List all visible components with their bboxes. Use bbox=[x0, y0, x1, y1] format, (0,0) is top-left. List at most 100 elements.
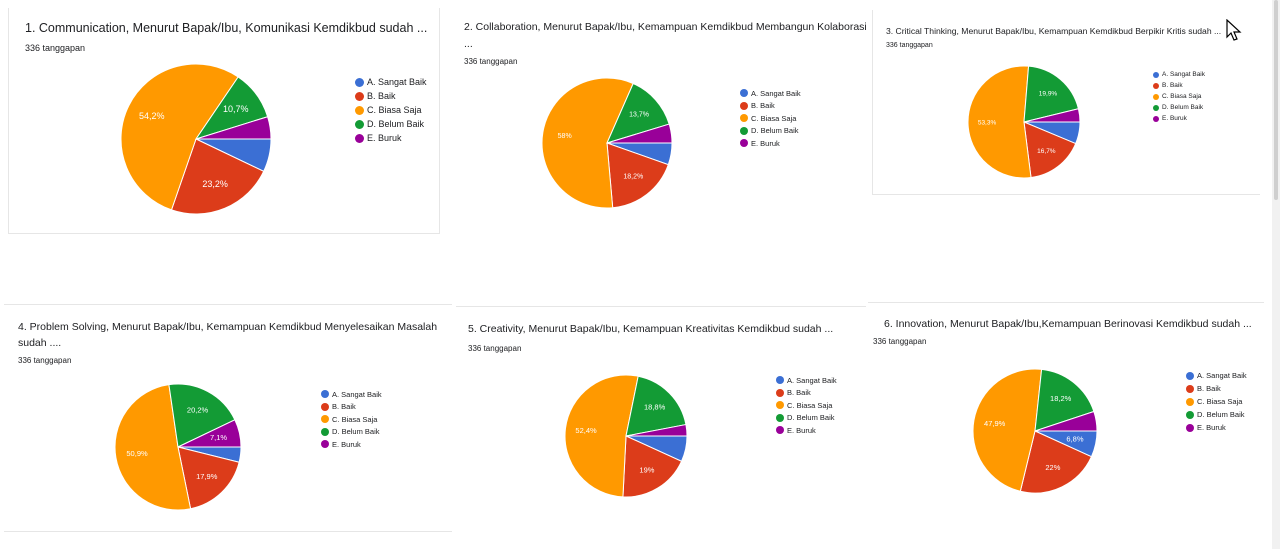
legend-item: A. Sangat Baik bbox=[355, 75, 427, 89]
legend-label: C. Biasa Saja bbox=[1162, 93, 1202, 100]
legend-label: D. Belum Baik bbox=[1197, 410, 1245, 419]
legend-item: C. Biasa Saja bbox=[1153, 91, 1205, 102]
slice-buruk bbox=[195, 116, 272, 140]
page-scrollbar[interactable] bbox=[1272, 0, 1280, 549]
chart-legend: A. Sangat Baik B. Baik C. Biasa Saja D. Bel… bbox=[776, 374, 837, 437]
legend-swatch-icon bbox=[1186, 410, 1194, 419]
legend-swatch-icon bbox=[776, 388, 784, 397]
chart-title: 2. Collaboration, Menurut Bapak/Ibu, Kem… bbox=[464, 21, 868, 33]
legend-item: D. Belum Baik bbox=[1186, 408, 1247, 421]
legend-label: D. Belum Baik bbox=[1162, 104, 1204, 111]
legend-item: A. Sangat Baik bbox=[1186, 369, 1247, 382]
slice-data-label: 23,2% bbox=[202, 179, 228, 189]
slice-data-label: 18,2% bbox=[1050, 394, 1072, 403]
legend-item: E. Buruk bbox=[776, 424, 837, 437]
slice-baik bbox=[1019, 430, 1093, 494]
pie-chart: 17,9% 50,9% 20,2% 7,1% bbox=[114, 383, 242, 511]
legend-swatch-icon bbox=[1186, 423, 1194, 432]
legend-label: C. Biasa Saja bbox=[367, 105, 422, 115]
response-count: 336 tanggapan bbox=[464, 57, 518, 66]
chart-card-creativity: 5. Creativity, Menurut Bapak/Ibu, Kemamp… bbox=[456, 306, 866, 536]
legend-label: E. Buruk bbox=[751, 138, 780, 148]
slice-buruk bbox=[625, 423, 688, 437]
slice-baik bbox=[606, 142, 669, 209]
legend-swatch-icon bbox=[740, 139, 748, 148]
legend-swatch-icon bbox=[1186, 397, 1194, 406]
response-count: 336 tanggapan bbox=[873, 337, 927, 346]
slice-data-label: 18,2% bbox=[623, 174, 643, 181]
response-count: 336 tanggapan bbox=[25, 43, 86, 53]
legend-label: E. Buruk bbox=[1162, 115, 1187, 122]
legend-label: A. Sangat Baik bbox=[1162, 71, 1205, 78]
legend-item: A. Sangat Baik bbox=[321, 388, 382, 401]
chart-card-critical-thinking: 3. Critical Thinking, Menurut Bapak/Ibu,… bbox=[872, 10, 1260, 195]
slice-data-label: 19,9% bbox=[1039, 91, 1058, 98]
response-count: 336 tanggapan bbox=[468, 344, 522, 353]
chart-title-continued: sudah .... bbox=[18, 337, 62, 349]
pie-chart: 18,2% 58% 13,7% bbox=[541, 77, 673, 209]
legend-label: A. Sangat Baik bbox=[367, 77, 427, 87]
slice-biasa-saja bbox=[967, 65, 1032, 179]
slice-belum-baik bbox=[1023, 65, 1080, 123]
chart-card-collaboration: 2. Collaboration, Menurut Bapak/Ibu, Kem… bbox=[452, 8, 868, 230]
legend-swatch-icon bbox=[355, 77, 364, 87]
scrollbar-thumb[interactable] bbox=[1274, 0, 1278, 200]
legend-item: C. Biasa Saja bbox=[776, 399, 837, 412]
slice-data-label: 50,9% bbox=[126, 449, 148, 458]
legend-swatch-icon bbox=[776, 426, 784, 435]
slice-biasa-saja bbox=[541, 77, 634, 209]
response-count: 336 tanggapan bbox=[18, 356, 72, 365]
slice-data-label: 20,2% bbox=[187, 405, 209, 414]
slice-data-label: 13,7% bbox=[629, 111, 649, 118]
legend-label: B. Baik bbox=[751, 101, 775, 111]
slice-data-label: 6,8% bbox=[1066, 435, 1083, 444]
chart-legend: A. Sangat Baik B. Baik C. Biasa Saja D. Bel… bbox=[1153, 69, 1205, 124]
slice-belum-baik bbox=[606, 82, 670, 144]
response-count: 336 tanggapan bbox=[886, 42, 933, 49]
slice-belum-baik bbox=[625, 375, 687, 437]
slice-buruk bbox=[606, 123, 673, 144]
slice-data-label: 52,4% bbox=[575, 426, 597, 435]
legend-swatch-icon bbox=[355, 133, 364, 143]
legend-label: D. Belum Baik bbox=[751, 126, 799, 136]
legend-swatch-icon bbox=[355, 105, 364, 115]
legend-item: E. Buruk bbox=[355, 131, 427, 145]
legend-swatch-icon bbox=[740, 126, 748, 135]
slice-buruk bbox=[1023, 108, 1081, 123]
slice-data-label: 7,1% bbox=[210, 433, 227, 442]
legend-item: D. Belum Baik bbox=[740, 125, 801, 138]
legend-label: E. Buruk bbox=[367, 133, 402, 143]
legend-label: B. Baik bbox=[332, 402, 356, 412]
legend-item: A. Sangat Baik bbox=[776, 374, 837, 387]
legend-item: A. Sangat Baik bbox=[1153, 69, 1205, 80]
slice-data-label: 19% bbox=[639, 465, 654, 474]
legend-label: D. Belum Baik bbox=[787, 413, 835, 423]
legend-label: E. Buruk bbox=[1197, 423, 1226, 432]
slice-belum-baik bbox=[1034, 368, 1095, 432]
legend-swatch-icon bbox=[321, 427, 329, 436]
legend-item: C. Biasa Saja bbox=[1186, 395, 1247, 408]
legend-item: B. Baik bbox=[1186, 382, 1247, 395]
legend-swatch-icon bbox=[1186, 371, 1194, 380]
legend-swatch-icon bbox=[740, 114, 748, 123]
legend-swatch-icon bbox=[1186, 384, 1194, 393]
legend-item: D. Belum Baik bbox=[776, 412, 837, 425]
legend-swatch-icon bbox=[1153, 82, 1159, 89]
chart-legend: A. Sangat Baik B. Baik C. Biasa Saja D. Bel… bbox=[740, 87, 801, 150]
chart-legend: A. Sangat Baik B. Baik C. Biasa Saja D. Bel… bbox=[1186, 369, 1247, 434]
legend-label: B. Baik bbox=[1197, 384, 1221, 393]
legend-swatch-icon bbox=[321, 415, 329, 424]
legend-swatch-icon bbox=[1153, 104, 1159, 111]
slice-biasa-saja bbox=[972, 368, 1043, 492]
legend-item: E. Buruk bbox=[321, 438, 382, 451]
pie-chart: 23,2% 54,2% 10,7% bbox=[120, 63, 272, 215]
chart-title: 6. Innovation, Menurut Bapak/Ibu,Kemampu… bbox=[884, 318, 1252, 330]
slice-data-label: 47,9% bbox=[984, 419, 1006, 428]
slice-buruk bbox=[1034, 410, 1098, 432]
legend-item: E. Buruk bbox=[1153, 113, 1205, 124]
chart-card-communication: 1. Communication, Menurut Bapak/Ibu, Kom… bbox=[8, 8, 440, 234]
legend-swatch-icon bbox=[355, 119, 364, 129]
slice-buruk bbox=[177, 419, 242, 448]
legend-label: A. Sangat Baik bbox=[787, 375, 837, 385]
legend-label: C. Biasa Saja bbox=[751, 113, 797, 123]
